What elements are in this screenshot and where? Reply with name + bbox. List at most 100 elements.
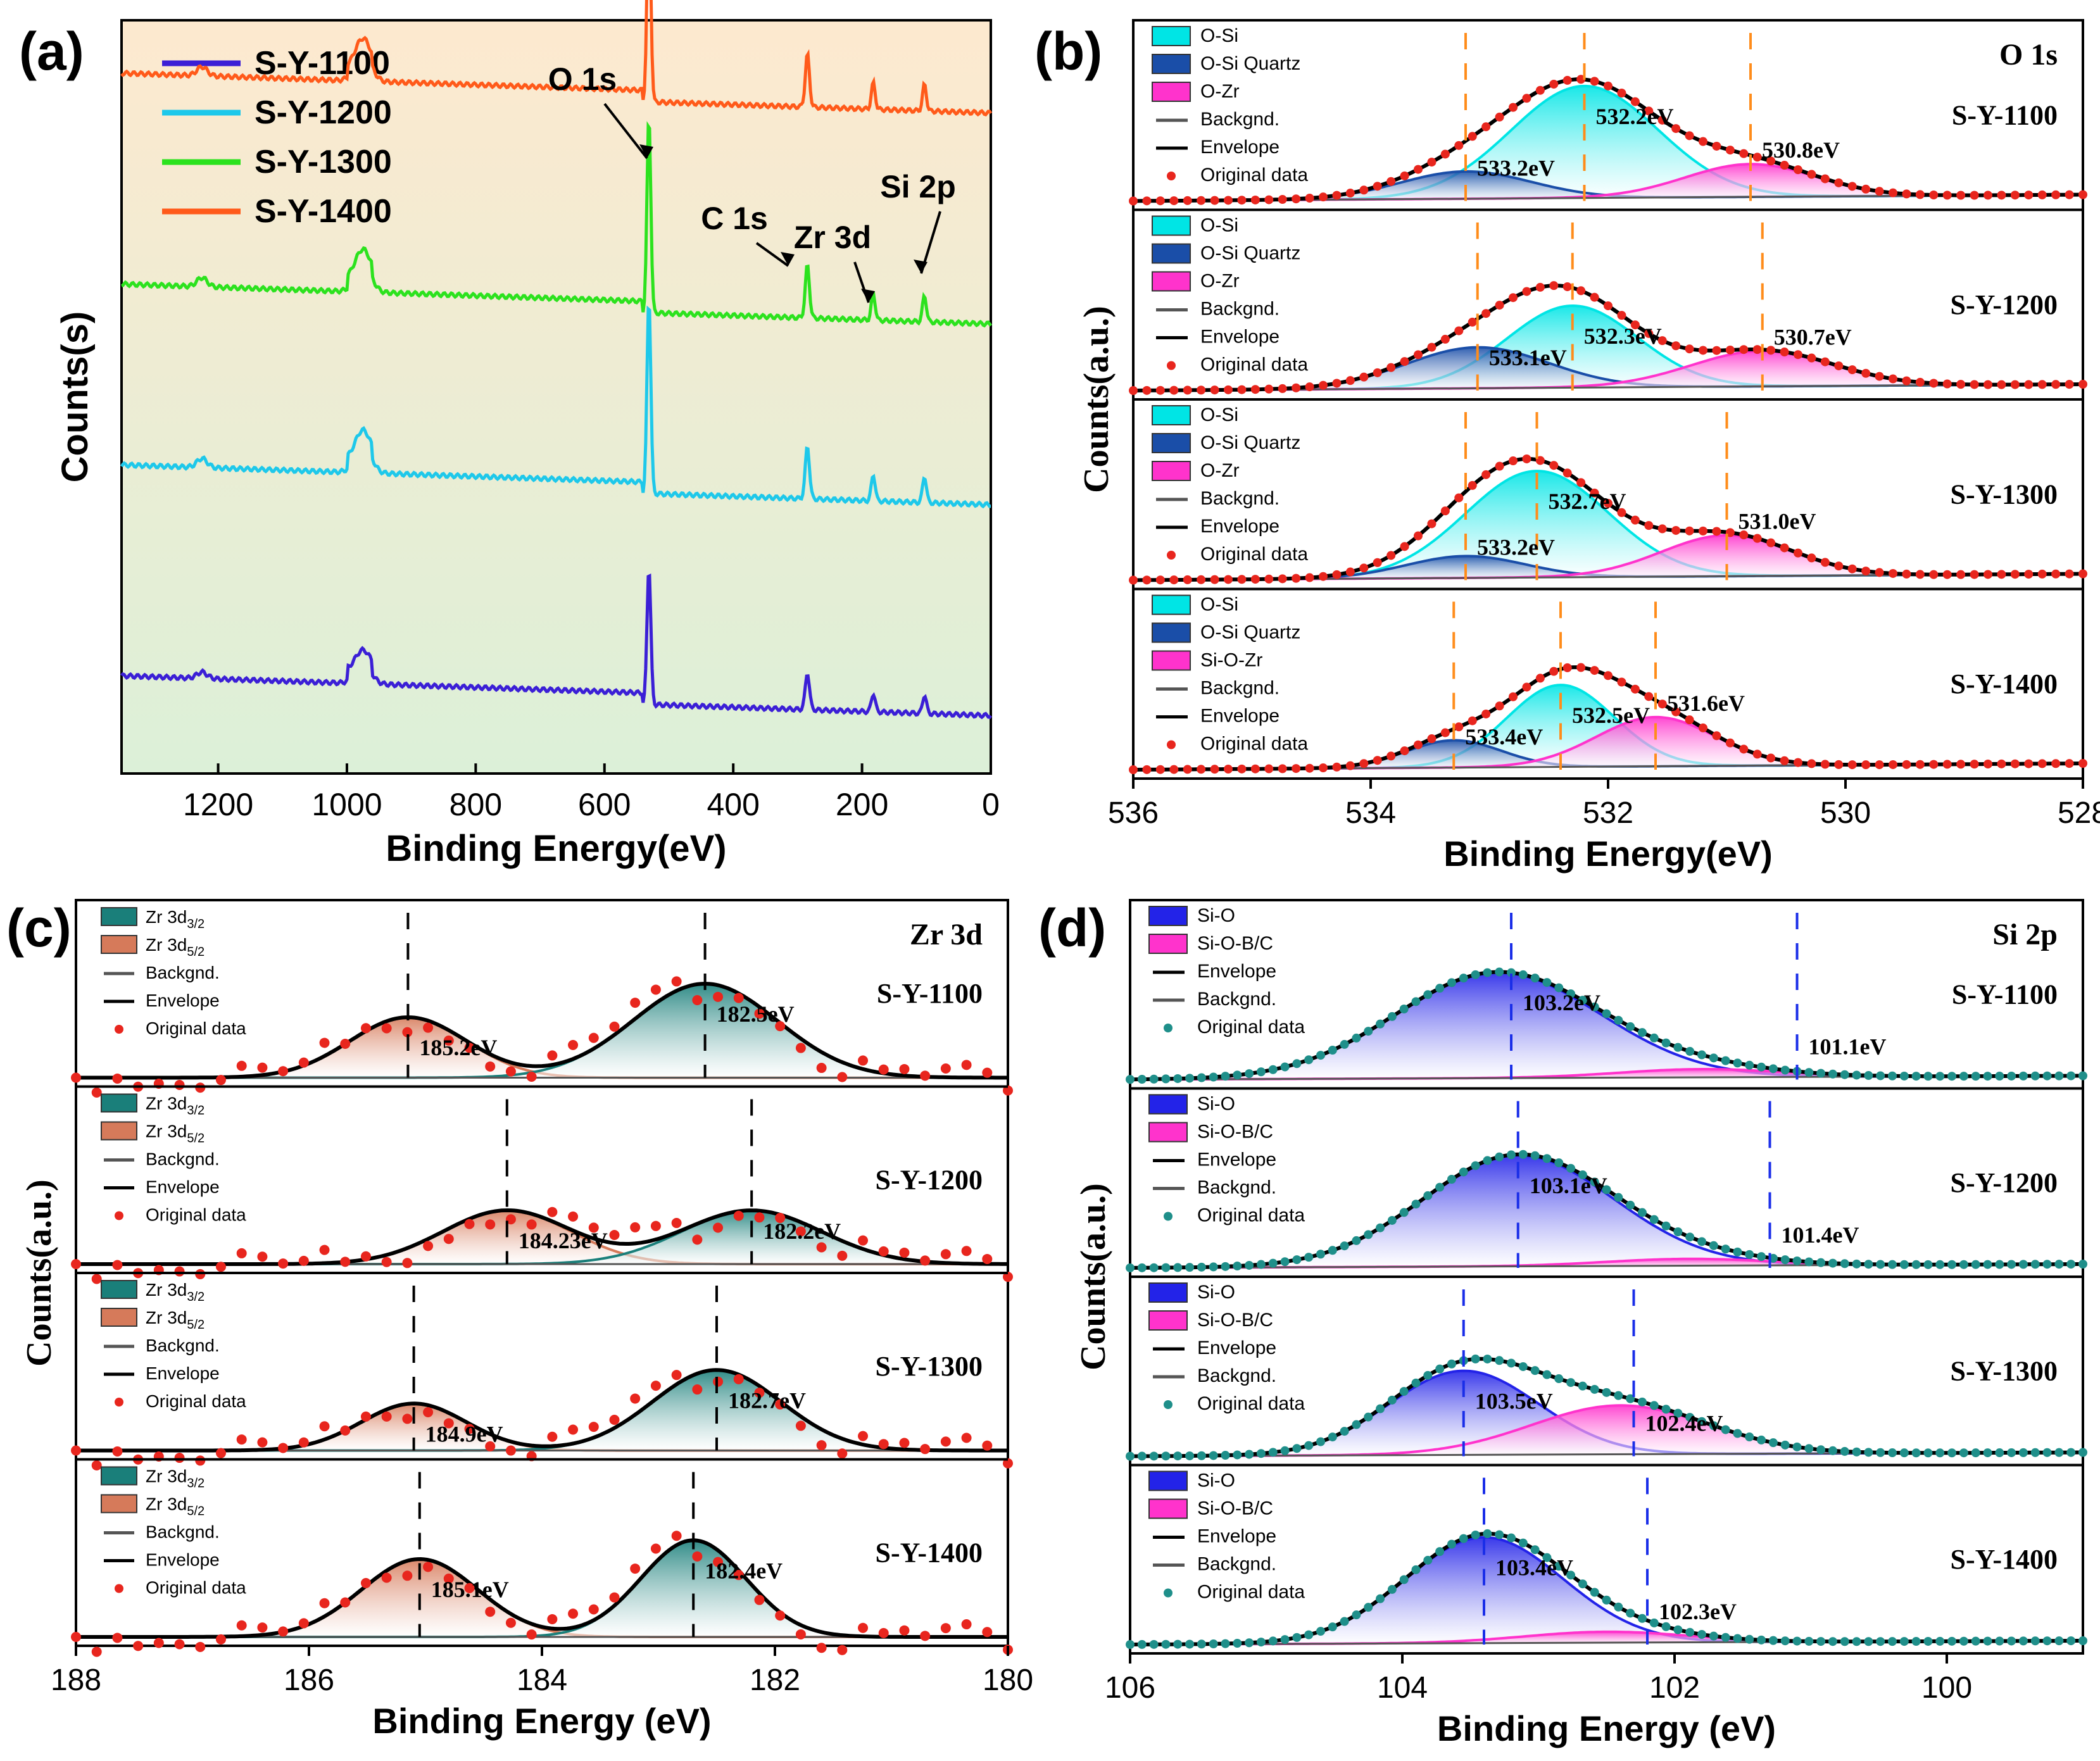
data-point [1509, 692, 1518, 701]
data-point [630, 1564, 641, 1574]
data-point [1185, 1263, 1195, 1272]
data-point [1126, 1639, 1135, 1649]
data-point [1899, 1071, 1909, 1081]
data-point [1630, 515, 1640, 525]
x-axis-label: Binding Energy (eV) [372, 1701, 711, 1741]
legend-subscript: 5/2 [187, 1132, 204, 1146]
peak-fill-zr-3d3-2 [76, 984, 1008, 1078]
x-tick-label: 182 [750, 1664, 800, 1697]
legend-text: Si-O [1197, 1094, 1235, 1115]
data-point [1126, 1263, 1135, 1272]
data-point [1923, 1636, 1933, 1646]
data-point [1328, 1432, 1337, 1442]
data-point [298, 1618, 309, 1629]
data-point [1554, 983, 1564, 993]
data-point [1997, 380, 2006, 389]
data-point [1671, 124, 1681, 134]
data-point [1997, 570, 2006, 579]
data-point [1483, 968, 1492, 977]
data-point [837, 1072, 848, 1082]
data-point [1804, 1068, 1814, 1077]
data-point [754, 1595, 765, 1605]
legend-text: Backgnd. [1200, 488, 1279, 509]
peak-fill-zr-3d3-2 [76, 1210, 1008, 1264]
data-point [775, 1610, 786, 1621]
data-point [754, 1212, 765, 1223]
data-point [1649, 1215, 1659, 1224]
legend-text: Original data [146, 1391, 246, 1411]
data-point [2078, 190, 2087, 199]
data-point [1804, 1636, 1814, 1646]
data-point [609, 1021, 620, 1032]
data-point [1423, 1191, 1433, 1200]
data-point [1471, 1354, 1480, 1363]
peak-label-zr-3d3-2: 182.7eV [728, 1388, 806, 1413]
data-point [1237, 764, 1247, 774]
data-point [1129, 765, 1138, 774]
data-point [1509, 456, 1518, 466]
data-point [837, 1250, 848, 1261]
data-point [2037, 759, 2047, 768]
data-point [1414, 165, 1423, 174]
data-point [1509, 103, 1518, 112]
data-point [1752, 534, 1762, 543]
data-point [588, 1032, 599, 1043]
data-point [340, 1038, 351, 1049]
data-point [1340, 1241, 1349, 1251]
legend-subscript: 3/2 [187, 917, 204, 931]
data-point [257, 1251, 268, 1262]
data-point [1673, 1043, 1683, 1052]
data-point [1161, 1451, 1171, 1461]
data-point [1899, 1260, 1909, 1269]
data-point [1256, 1449, 1266, 1458]
legend-text: Zr 3d5/2 [146, 935, 204, 959]
data-point [1637, 1028, 1647, 1037]
data-point [1003, 1085, 1013, 1096]
x-axis-label: Binding Energy (eV) [1437, 1708, 1776, 1748]
data-point [1268, 1636, 1278, 1646]
data-point [775, 1021, 786, 1032]
peak-label-si-o-b-c: 102.3eV [1659, 1599, 1737, 1624]
data-point [1644, 521, 1654, 530]
data-point [920, 1631, 931, 1641]
legend-swatch [1152, 82, 1191, 102]
data-point [1699, 723, 1707, 732]
data-point [1847, 365, 1857, 375]
data-point [2065, 759, 2074, 768]
data-point [1637, 1614, 1647, 1623]
legend-text: Envelope [146, 991, 220, 1010]
data-point [1137, 1263, 1147, 1272]
data-point [1183, 196, 1192, 205]
data-point [1804, 1444, 1814, 1453]
data-point [1745, 1060, 1754, 1070]
legend-text: Envelope [1200, 327, 1279, 348]
data-point [71, 1632, 81, 1642]
data-point [1602, 1185, 1611, 1194]
data-point [1807, 553, 1816, 563]
data-point [1459, 1167, 1468, 1177]
legend-text: Original data [146, 1578, 246, 1598]
data-point [1902, 569, 1911, 579]
x-tick-label: 536 [1108, 796, 1159, 830]
data-point [1210, 385, 1219, 395]
data-point [381, 1411, 392, 1422]
data-point [568, 1608, 579, 1619]
legend-subscript: 3/2 [187, 1477, 204, 1491]
legend-subscript: 5/2 [187, 1505, 204, 1519]
panel-title: O 1s [1999, 38, 2058, 72]
peak-label-zr-3d3-2: 182.4eV [705, 1558, 783, 1583]
envelope-line [76, 1208, 1008, 1266]
subplot-s-y-1200: 184.23eV 182.2eV S-Y-1200 [71, 1099, 1013, 1284]
data-point [215, 1448, 226, 1458]
x-tick-label: 186 [284, 1664, 334, 1697]
data-point [1792, 1256, 1802, 1265]
legend-text: Backgnd. [1197, 1365, 1276, 1386]
data-point [982, 1253, 993, 1264]
data-point [1454, 493, 1464, 503]
data-point [112, 1260, 123, 1270]
data-point [2030, 1071, 2040, 1081]
legend-dot [115, 1398, 123, 1407]
data-point [1245, 1638, 1254, 1648]
data-point [547, 1431, 558, 1442]
data-point [1626, 1022, 1635, 1031]
